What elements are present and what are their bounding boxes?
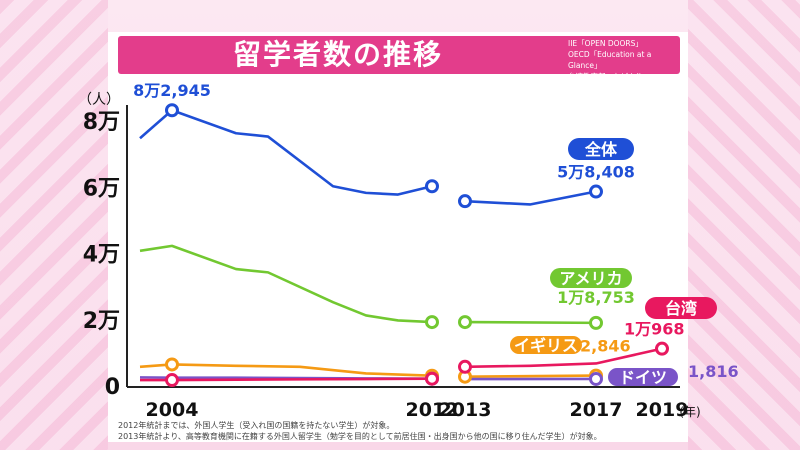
data-point-marker: [458, 359, 472, 374]
series-line: [140, 377, 433, 382]
x-tick-label: 2017: [570, 399, 623, 421]
series-label-badge: [608, 368, 678, 386]
series-name-label: イギリス: [514, 336, 578, 355]
data-value-label: 8万2,945: [133, 81, 211, 100]
data-value-label: 1万968: [624, 320, 685, 339]
right-pink-decoration: [688, 0, 800, 450]
x-axis-unit: (年): [679, 405, 700, 419]
series-line: [464, 190, 597, 206]
y-tick-label: 2万: [83, 309, 120, 334]
data-point-marker: [425, 179, 439, 194]
left-pink-decoration: [0, 0, 108, 450]
x-tick-label: 2004: [146, 399, 199, 421]
series-label-badge: [510, 336, 582, 354]
source-credits: IIE「OPEN DOORS」 OECD「Education at a Glan…: [568, 38, 678, 82]
y-tick-label: 4万: [83, 243, 120, 268]
data-point-marker: [165, 373, 179, 388]
series-label-badge: [568, 138, 634, 160]
series-name-label: 台湾: [665, 299, 697, 318]
y-tick-label: 6万: [83, 176, 120, 201]
series-line: [139, 363, 433, 378]
data-value-label: 1万8,753: [557, 288, 635, 307]
x-tick-label: 2013: [439, 399, 492, 421]
source-line: 台湾教育部 などより: [568, 72, 643, 81]
data-point-marker: [589, 315, 603, 330]
data-value-label: 2,846: [580, 337, 631, 356]
series-label-badge: [550, 268, 632, 288]
series-line: [464, 374, 597, 379]
data-value-label: 5万8,408: [557, 163, 635, 182]
source-line: IIE「OPEN DOORS」: [568, 39, 643, 48]
chart-title: 留学者数の推移: [232, 38, 443, 71]
y-tick-label: 8万: [83, 110, 120, 135]
data-point-marker: [458, 194, 472, 209]
x-tick-label: 2012: [406, 399, 459, 421]
series-line: [139, 108, 433, 196]
footnote: 2013年統計より、高等教育機関に在籍する外国人留学生（勉学を目的として前居住国…: [118, 432, 602, 441]
source-line: OECD「Education at a Glance」: [568, 50, 652, 70]
series-name-label: ドイツ: [619, 368, 667, 387]
series-line: [139, 244, 433, 324]
data-value-label: 1,816: [688, 362, 739, 381]
y-tick-label: 0: [105, 375, 120, 400]
series-label-badge: [645, 297, 717, 319]
title-bar: 留学者数の推移 IIE「OPEN DOORS」 OECD「Education a…: [118, 36, 680, 81]
data-point-marker: [589, 184, 603, 199]
series-line: [464, 347, 663, 369]
data-point-marker: [165, 103, 179, 118]
data-point-marker: [458, 315, 472, 330]
data-point-marker: [425, 371, 439, 386]
data-point-marker: [655, 341, 669, 356]
data-point-marker: [165, 357, 179, 372]
data-point-marker: [589, 371, 603, 386]
footnote: 2012年統計までは、外国人学生（受入れ国の国籍を持たない学生）が対象。: [118, 421, 395, 430]
data-point-marker: [425, 315, 439, 330]
series-name-label: アメリカ: [559, 269, 622, 288]
footnotes: 2012年統計までは、外国人学生（受入れ国の国籍を持たない学生）が対象。 201…: [118, 420, 688, 442]
series-name-label: 全体: [584, 140, 618, 159]
x-tick-label: 2019: [636, 399, 689, 421]
y-axis-unit: （人）: [78, 92, 120, 108]
series-line: [464, 320, 597, 325]
